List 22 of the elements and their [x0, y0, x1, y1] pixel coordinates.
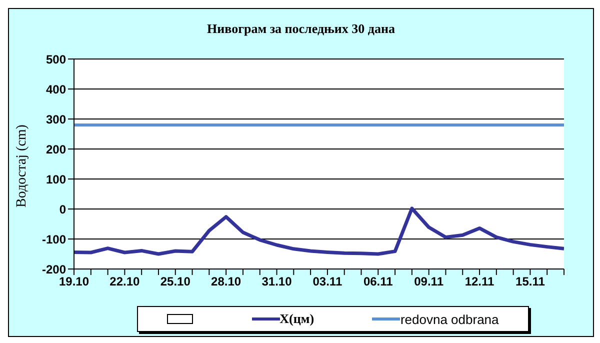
x-tick-label: 31.10: [262, 274, 292, 289]
y-tick-label: 400: [46, 82, 66, 96]
y-tick-label: 300: [46, 112, 66, 126]
legend-label: redovna odbrana: [400, 312, 499, 326]
y-tick-label: -200: [42, 262, 66, 276]
legend-label: X(цм): [280, 311, 314, 327]
y-tick-label: 200: [46, 142, 66, 156]
x-tick-label: 09.11: [414, 274, 444, 289]
x-tick-label: 25.10: [160, 274, 191, 289]
y-tick-label: 100: [46, 172, 66, 186]
y-axis-title: Водостај (cm): [14, 124, 30, 208]
x-tick-label: 03.11: [312, 274, 342, 289]
x-tick-label: 12.11: [464, 274, 495, 289]
x-tick-label: 15.11: [516, 274, 546, 289]
y-tick-label: 500: [46, 52, 66, 66]
chart-title: Нивограм за последњих 30 дана: [206, 21, 396, 37]
x-tick-label: 19.10: [58, 274, 90, 289]
x-tick-label: 06.11: [363, 274, 394, 289]
x-tick-label: 28.10: [211, 274, 242, 289]
x-tick-label: 22.10: [110, 274, 140, 289]
y-tick-label: 0: [59, 202, 66, 216]
y-tick-label: -100: [42, 232, 66, 246]
